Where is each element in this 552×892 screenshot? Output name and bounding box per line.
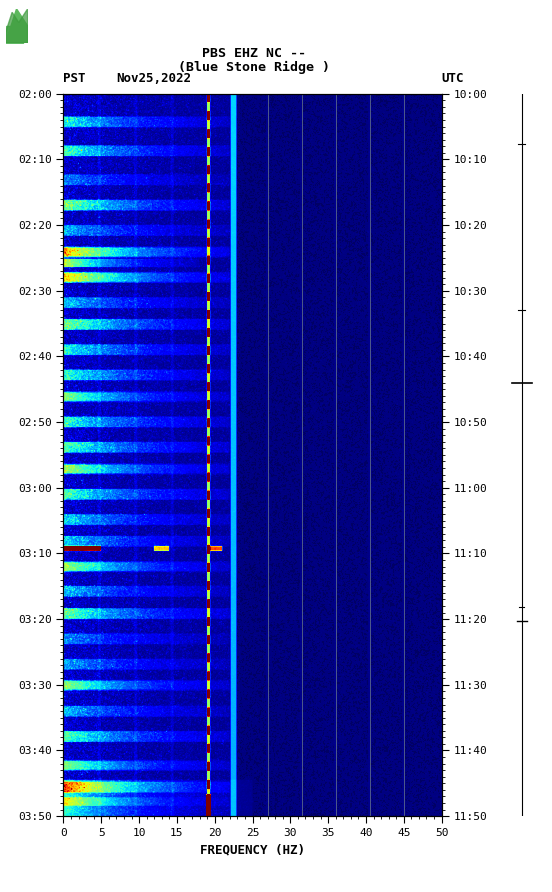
- Polygon shape: [6, 9, 28, 43]
- Text: Nov25,2022: Nov25,2022: [116, 72, 191, 85]
- Text: PST: PST: [63, 72, 86, 85]
- X-axis label: FREQUENCY (HZ): FREQUENCY (HZ): [200, 844, 305, 856]
- Text: (Blue Stone Ridge ): (Blue Stone Ridge ): [178, 61, 330, 74]
- Text: USGS: USGS: [33, 21, 58, 31]
- Text: PBS EHZ NC --: PBS EHZ NC --: [202, 46, 306, 60]
- Polygon shape: [6, 9, 28, 43]
- Text: UTC: UTC: [442, 72, 464, 85]
